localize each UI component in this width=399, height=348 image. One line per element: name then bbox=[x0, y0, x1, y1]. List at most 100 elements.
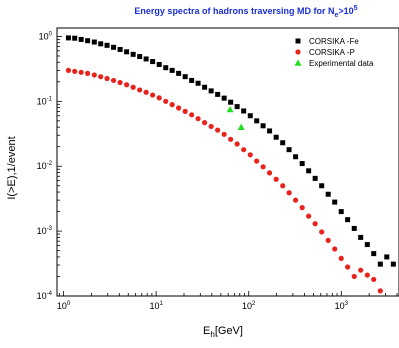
data-point bbox=[299, 205, 305, 211]
data-point bbox=[306, 168, 312, 174]
data-point bbox=[72, 35, 78, 41]
data-point bbox=[273, 176, 279, 182]
data-point bbox=[312, 221, 318, 227]
data-point bbox=[319, 229, 325, 235]
data-series bbox=[65, 35, 396, 294]
data-point bbox=[247, 113, 253, 119]
data-point bbox=[208, 88, 214, 94]
data-point bbox=[267, 128, 273, 134]
legend-label: Experimental data bbox=[309, 59, 374, 68]
data-point bbox=[117, 46, 123, 52]
data-point bbox=[130, 51, 136, 57]
plot-area bbox=[56, 27, 399, 297]
data-point bbox=[195, 116, 201, 122]
data-point bbox=[189, 112, 195, 118]
data-point bbox=[293, 154, 299, 160]
x-tick-label: 100 bbox=[57, 301, 71, 311]
data-point bbox=[280, 183, 286, 189]
x-tick-label: 102 bbox=[242, 301, 256, 311]
data-point bbox=[104, 75, 110, 82]
data-point bbox=[176, 105, 182, 111]
data-point bbox=[286, 147, 292, 153]
data-point bbox=[215, 127, 221, 133]
y-tick-label: 10-2 bbox=[37, 161, 53, 171]
legend-marker bbox=[295, 38, 301, 44]
data-point bbox=[237, 123, 245, 130]
data-point bbox=[226, 105, 234, 113]
legend: CORSIKA -Fe CORSIKA -P Experimental data bbox=[294, 37, 374, 68]
data-point bbox=[260, 123, 266, 129]
data-point bbox=[163, 98, 169, 104]
data-point bbox=[176, 70, 182, 76]
data-point bbox=[254, 158, 260, 164]
data-point bbox=[150, 92, 156, 98]
data-point bbox=[143, 89, 149, 95]
data-point bbox=[286, 190, 292, 196]
data-point bbox=[156, 61, 162, 67]
data-point bbox=[202, 84, 208, 90]
series-circle bbox=[65, 67, 383, 294]
data-point bbox=[130, 84, 136, 90]
data-point bbox=[104, 42, 110, 48]
legend-marker bbox=[294, 59, 302, 66]
x-axis-ticks: 100 101 102 103 bbox=[57, 291, 398, 311]
data-point bbox=[150, 59, 156, 65]
chart-title: Energy spectra of hadrons traversing MD … bbox=[134, 5, 357, 19]
data-point bbox=[358, 267, 364, 273]
data-point bbox=[137, 87, 143, 93]
data-point bbox=[260, 164, 266, 170]
data-point bbox=[332, 246, 338, 252]
data-point bbox=[182, 108, 188, 114]
data-point bbox=[124, 82, 130, 88]
data-point bbox=[299, 161, 305, 167]
y-tick-label: 10-4 bbox=[37, 291, 53, 301]
x-tick-label: 103 bbox=[335, 301, 349, 311]
x-tick-label: 101 bbox=[149, 301, 163, 311]
data-point bbox=[182, 74, 188, 80]
data-point bbox=[319, 183, 325, 189]
data-point bbox=[325, 191, 331, 197]
y-axis-ticks: 100 10-1 10-2 10-3 10-4 bbox=[37, 31, 62, 301]
legend-label: CORSIKA -P bbox=[309, 48, 355, 57]
data-point bbox=[98, 74, 104, 80]
legend-marker bbox=[295, 49, 301, 55]
data-point bbox=[228, 99, 234, 105]
data-point bbox=[306, 213, 312, 219]
data-point bbox=[312, 175, 318, 181]
data-point bbox=[371, 251, 377, 257]
data-point bbox=[384, 254, 390, 260]
data-point bbox=[273, 134, 279, 140]
plot-frame bbox=[56, 27, 399, 297]
series-square bbox=[65, 35, 396, 267]
data-point bbox=[254, 118, 260, 124]
data-point bbox=[169, 102, 175, 108]
data-point bbox=[371, 276, 377, 283]
data-point bbox=[72, 68, 78, 74]
data-point bbox=[110, 77, 117, 84]
data-point bbox=[293, 197, 299, 203]
y-tick-label: 100 bbox=[39, 31, 53, 41]
y-tick-label: 10-3 bbox=[37, 226, 53, 236]
data-point bbox=[91, 72, 97, 78]
data-point bbox=[215, 91, 221, 97]
data-point bbox=[280, 140, 286, 146]
data-point bbox=[345, 264, 351, 270]
data-point bbox=[247, 152, 253, 158]
data-point bbox=[221, 95, 227, 101]
legend-label: CORSIKA -Fe bbox=[309, 37, 359, 46]
data-point bbox=[221, 131, 227, 137]
data-point bbox=[241, 147, 247, 153]
x-axis-label: Eh[GeV] bbox=[203, 325, 243, 339]
data-point bbox=[189, 77, 195, 83]
data-point bbox=[332, 199, 338, 205]
data-point bbox=[228, 136, 234, 142]
data-point bbox=[91, 39, 97, 45]
data-point bbox=[156, 95, 162, 101]
data-point bbox=[234, 104, 240, 110]
data-point bbox=[143, 56, 149, 62]
data-point bbox=[65, 35, 71, 41]
data-point bbox=[351, 273, 357, 280]
data-point bbox=[137, 54, 143, 60]
